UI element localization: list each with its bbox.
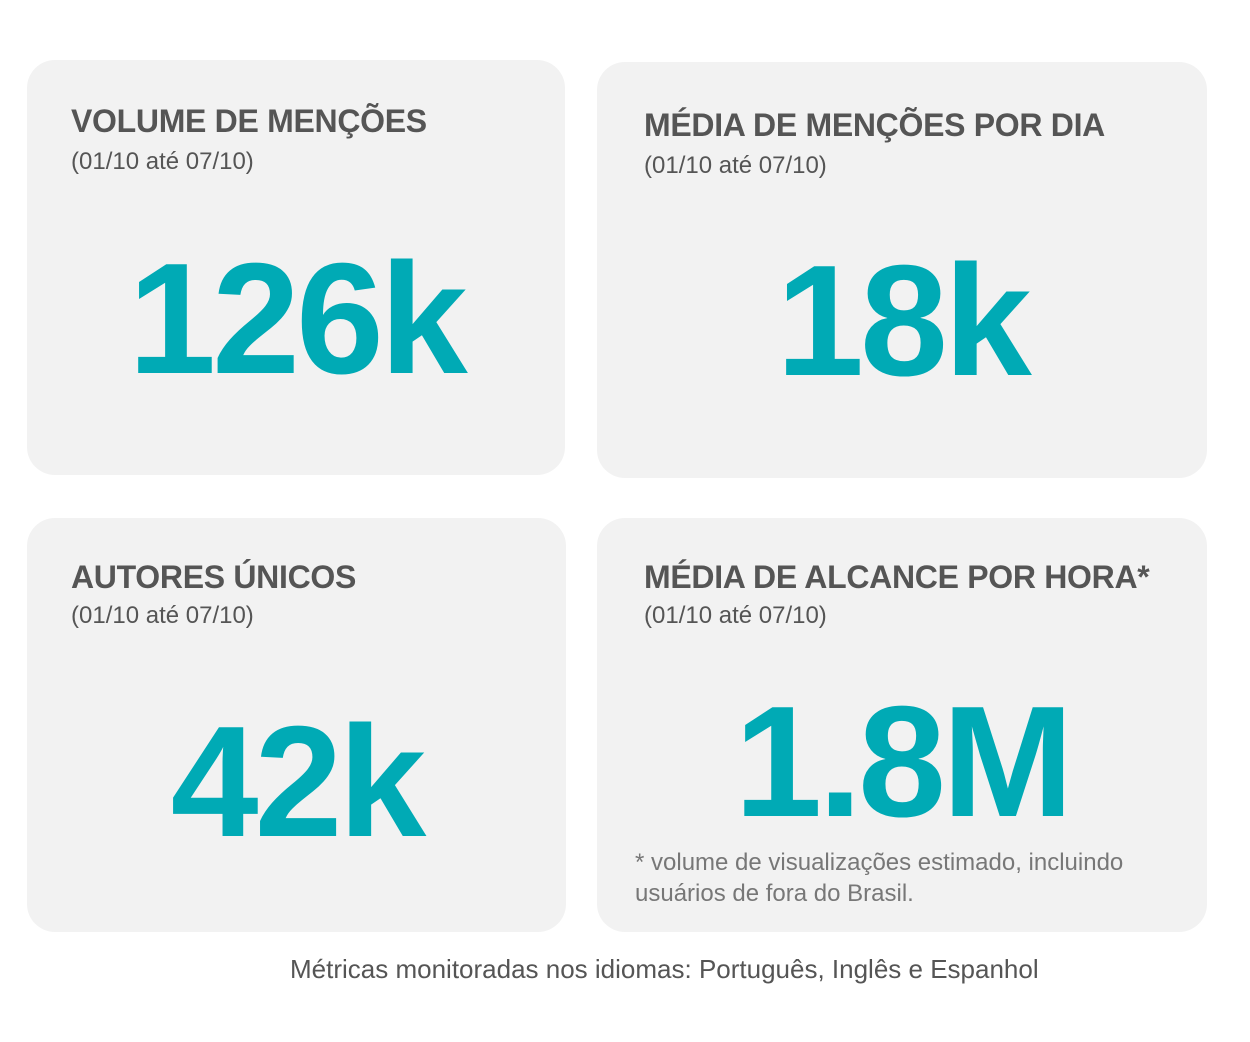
metric-card: AUTORES ÚNICOS (01/10 até 07/10) 42k [27,518,566,932]
card-subtitle: (01/10 até 07/10) [644,152,827,179]
card-title: VOLUME DE MENÇÕES [71,103,427,139]
card-subtitle: (01/10 até 07/10) [644,602,827,629]
metric-value: 18k [776,233,1032,409]
caption: Métricas monitoradas nos idiomas: Portug… [290,954,1039,984]
card-title: AUTORES ÚNICOS [71,559,357,595]
metric-value: 126k [128,231,468,407]
metric-card: VOLUME DE MENÇÕES (01/10 até 07/10) 126k [27,60,565,475]
card-subtitle: (01/10 até 07/10) [71,148,254,175]
card-title: MÉDIA DE ALCANCE POR HORA* [644,559,1150,595]
metric-value: 1.8M [734,674,1073,850]
metric-value: 42k [170,694,427,870]
metric-card: MÉDIA DE ALCANCE POR HORA* (01/10 até 07… [597,518,1207,932]
card-subtitle: (01/10 até 07/10) [71,602,254,629]
card-title: MÉDIA DE MENÇÕES POR DIA [644,107,1105,143]
metric-card: MÉDIA DE MENÇÕES POR DIA (01/10 até 07/1… [597,62,1207,478]
footnote: * volume de visualizações estimado, incl… [635,849,1124,907]
